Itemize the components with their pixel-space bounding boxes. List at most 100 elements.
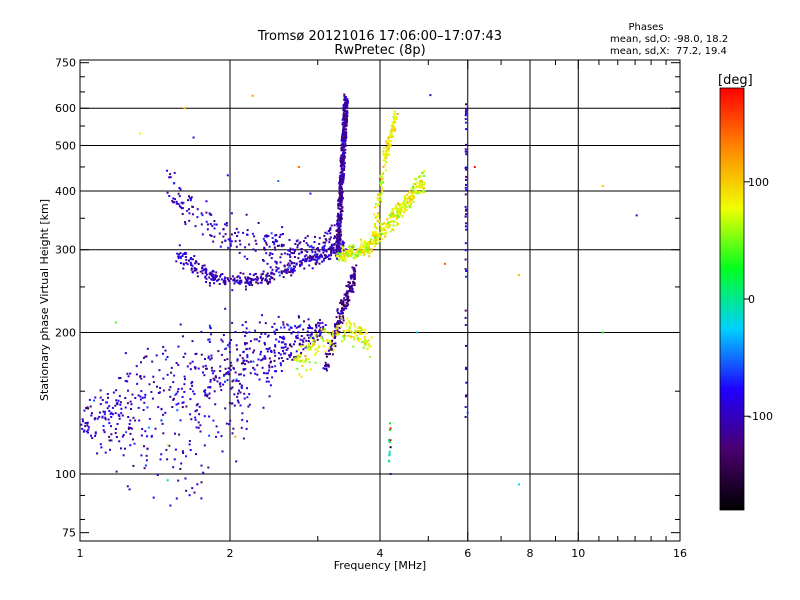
echo-point	[408, 204, 411, 207]
echo-point	[197, 263, 200, 265]
echo-point	[172, 201, 175, 204]
echo-point	[238, 282, 241, 285]
echo-point	[308, 324, 311, 327]
echo-point	[345, 135, 347, 138]
echo-point	[108, 410, 111, 412]
echo-point	[322, 246, 325, 249]
echo-point	[311, 336, 314, 339]
echo-point	[465, 153, 468, 156]
echo-point	[235, 460, 238, 463]
echo-point	[391, 214, 394, 217]
echo-point	[138, 419, 141, 422]
echo-point	[202, 471, 205, 474]
y-tick-label: 100	[55, 468, 76, 481]
echo-point	[208, 392, 211, 395]
echo-point	[194, 260, 197, 263]
echo-point	[234, 240, 237, 243]
echo-point	[139, 395, 142, 398]
echo-point	[337, 204, 340, 207]
echo-point	[152, 375, 155, 378]
echo-point	[327, 247, 330, 250]
echo-point	[353, 282, 355, 285]
echo-point	[275, 269, 278, 272]
echo-point	[175, 202, 178, 205]
echo-point	[262, 406, 265, 409]
echo-point	[320, 328, 323, 331]
echo-point	[342, 156, 345, 159]
echo-point	[94, 432, 97, 435]
x-tick-label: 2	[227, 547, 234, 560]
echo-point	[386, 225, 389, 228]
echo-point	[308, 345, 310, 348]
echo-point	[385, 140, 388, 143]
echo-point	[339, 174, 342, 177]
echo-point	[340, 217, 343, 220]
echo-point	[401, 206, 404, 209]
echo-point	[141, 396, 144, 399]
echo-point	[337, 199, 340, 202]
echo-point	[302, 361, 305, 364]
echo-point	[365, 331, 368, 334]
echo-point	[193, 366, 196, 369]
echo-point	[166, 444, 169, 447]
echo-point	[279, 256, 282, 259]
echo-point	[398, 203, 401, 206]
echo-point	[423, 181, 426, 184]
echo-point	[226, 344, 229, 347]
echo-point	[367, 248, 370, 251]
echo-point	[266, 335, 269, 338]
echo-point	[205, 281, 208, 283]
echo-point	[388, 225, 391, 228]
echo-point	[388, 438, 391, 441]
echo-point	[127, 427, 130, 430]
echo-point	[334, 323, 336, 326]
echo-point	[274, 354, 277, 357]
echo-point	[601, 185, 604, 187]
echo-point	[293, 252, 296, 255]
echo-point	[80, 423, 83, 426]
echo-point	[269, 266, 272, 269]
echo-point	[244, 363, 246, 366]
echo-point	[345, 322, 348, 325]
echo-point	[332, 344, 335, 347]
echo-point	[356, 329, 359, 332]
echo-point	[200, 212, 203, 215]
echo-point	[398, 209, 401, 212]
echo-point	[237, 275, 240, 278]
echo-point	[204, 391, 207, 394]
echo-point	[287, 262, 290, 265]
echo-point	[307, 318, 310, 321]
echo-point	[319, 328, 321, 331]
echo-point	[346, 317, 349, 320]
echo-point	[393, 207, 396, 210]
echo-point	[267, 380, 270, 383]
echo-point	[395, 224, 398, 227]
echo-point	[388, 221, 391, 224]
echo-point	[353, 276, 356, 279]
echo-point	[218, 376, 221, 379]
echo-point	[395, 218, 398, 220]
echo-point	[207, 386, 210, 389]
echo-point	[219, 275, 222, 278]
echo-point	[344, 105, 347, 108]
echo-point	[349, 253, 352, 256]
echo-point	[212, 377, 215, 380]
echo-point	[341, 167, 344, 170]
echo-point	[239, 271, 242, 274]
echo-point	[338, 182, 341, 185]
echo-point	[200, 330, 203, 333]
echo-point	[236, 359, 239, 362]
echo-point	[189, 413, 192, 416]
echo-point	[340, 196, 343, 199]
echo-point	[340, 201, 343, 204]
echo-point	[316, 261, 319, 264]
echo-point	[201, 267, 204, 270]
echo-point	[101, 399, 104, 401]
echo-point	[309, 254, 312, 257]
echo-point	[340, 147, 343, 150]
echo-point	[338, 204, 341, 207]
echo-point	[178, 195, 181, 198]
echo-point	[313, 241, 316, 243]
echo-point	[117, 413, 120, 416]
echo-point	[282, 323, 285, 326]
